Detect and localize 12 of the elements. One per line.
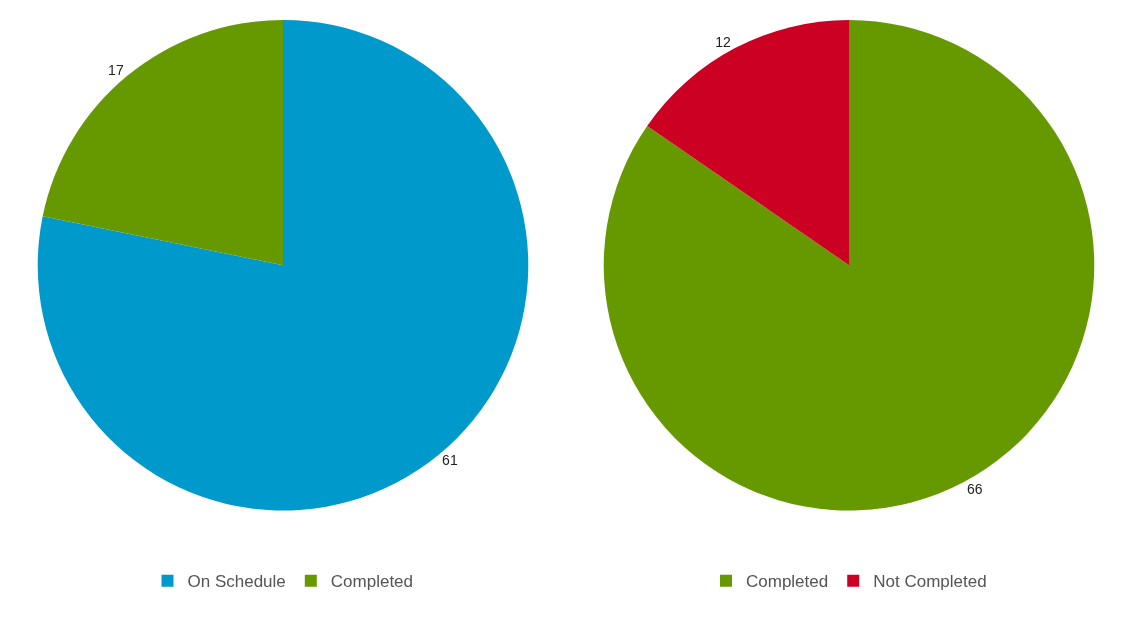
legend-label: Completed [330,572,414,592]
data-label: 12 [715,33,732,50]
data-label: 17 [108,62,124,79]
legend-label: Completed [746,572,829,592]
legend-label: On Schedule [187,572,286,592]
data-label: 61 [442,452,458,469]
pie-slice [603,20,1095,511]
pie-slice [647,20,849,266]
data-label: 66 [966,480,983,497]
pie-slice [38,20,529,511]
pie-slice [42,20,283,266]
legend-label: Not Completed [873,572,987,592]
